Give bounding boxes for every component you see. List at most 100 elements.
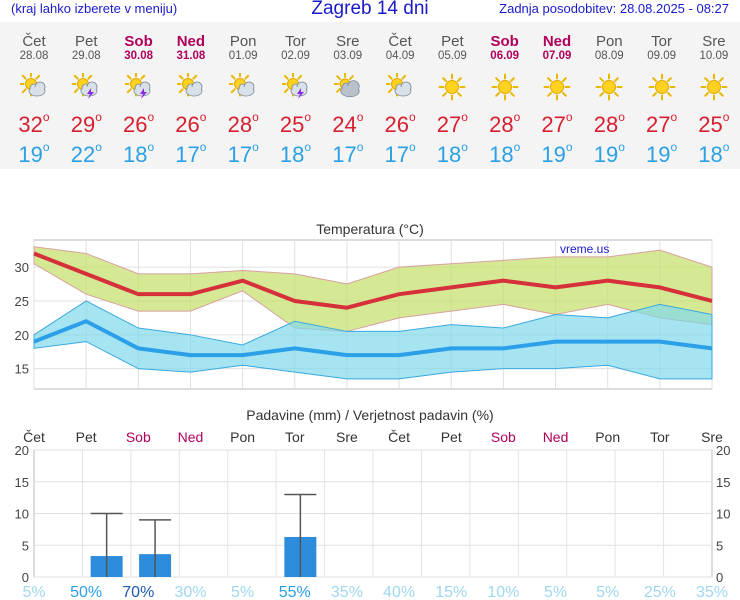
sun-cloud-icon [386, 73, 412, 97]
sun-storm-icon [281, 73, 307, 99]
temp-min: 18o [123, 140, 155, 167]
precipitation-chart-title: Padavine (mm) / Verjetnost padavin (%) [246, 407, 493, 423]
temp-min: 18o [436, 140, 468, 167]
y-tick-label: 0 [22, 570, 29, 585]
day-column: Sob 30.08 26o 18o [113, 22, 165, 168]
day-date: 28.08 [19, 50, 49, 62]
temp-min-value: 17 [175, 142, 200, 167]
precip-probability: 30% [174, 584, 206, 600]
x-tick-label: Pon [595, 429, 620, 445]
day-column: Pon 01.09 28o 17o [217, 22, 269, 168]
x-tick-label: Sob [491, 429, 516, 445]
temp-min-value: 18 [489, 142, 514, 167]
y-tick-label: 15 [15, 475, 29, 490]
day-name: Pet [441, 33, 464, 50]
x-tick-label: Tor [650, 429, 670, 445]
precip-probability: 35% [696, 584, 728, 600]
temperature-chart-title: Temperatura (°C) [316, 221, 424, 237]
temp-max-value: 28 [227, 112, 253, 137]
x-tick-label: Pon [230, 429, 255, 445]
day-name: Ned [542, 33, 572, 50]
day-name: Čet [388, 33, 412, 50]
temp-max-value: 28 [489, 112, 514, 137]
temp-max: 27o [541, 110, 573, 137]
temp-min-value: 18 [123, 142, 148, 167]
day-column: Sob 06.09 28o 18o [479, 22, 531, 168]
day-name: Pet [75, 33, 98, 50]
temp-max-value: 26 [384, 112, 409, 137]
temp-min: 22o [70, 140, 102, 167]
precip-probability: 50% [70, 584, 102, 600]
y-tick-label: 20 [15, 328, 29, 343]
temp-min-value: 19 [646, 142, 671, 167]
y-tick-label: 25 [15, 294, 29, 309]
temp-max-value: 24 [332, 112, 357, 137]
temp-max: 28o [227, 110, 259, 137]
day-column: Čet 04.09 26o 17o [374, 22, 426, 168]
temp-min: 19o [593, 140, 625, 167]
day-column: Ned 07.09 27o 19o [531, 22, 583, 168]
temp-max-value: 29 [70, 112, 96, 137]
precip-probability: 15% [435, 584, 467, 600]
sun-cloud-icon [176, 73, 203, 97]
y-tick-label: 30 [15, 260, 29, 275]
precip-probability: 35% [331, 584, 363, 600]
day-column: Pet 29.08 29o 22o [60, 22, 112, 168]
x-tick-label: Sob [126, 429, 151, 445]
day-column: Ned 31.08 26o 17o [165, 22, 217, 168]
temp-min-line [33, 319, 713, 358]
temp-min-value: 17 [227, 142, 253, 167]
sun-icon [438, 73, 466, 101]
temp-max-value: 25 [698, 112, 723, 137]
temp-min: 17o [175, 140, 207, 167]
precip-probability: 5% [596, 584, 619, 600]
day-column: Tor 09.09 27o 19o [636, 22, 688, 168]
temp-min-value: 18 [698, 142, 723, 167]
location-hint[interactable]: (kraj lahko izberete v meniju) [11, 1, 178, 16]
temp-min: 19o [646, 140, 678, 167]
day-date: 01.09 [228, 50, 258, 62]
watermark: vreme.us [560, 242, 609, 256]
temp-min-value: 19 [541, 142, 566, 167]
temp-max-value: 25 [279, 112, 305, 137]
day-name: Sre [336, 33, 360, 50]
x-tick-label: Sre [701, 429, 723, 445]
x-tick-label: Pet [441, 429, 462, 445]
precip-probability: 5% [22, 584, 45, 600]
day-column: Pon 08.09 28o 19o [583, 22, 635, 168]
precip-probability: 10% [487, 584, 519, 600]
precip-probability: 5% [231, 584, 254, 600]
day-date: 29.08 [71, 50, 101, 62]
day-date: 31.08 [176, 50, 206, 62]
day-name: Sob [124, 33, 153, 50]
temp-max: 28o [593, 110, 625, 137]
day-column: Sre 10.09 25o 18o [688, 22, 740, 168]
temp-max: 28o [489, 110, 521, 137]
x-tick-label: Čet [23, 429, 45, 445]
sun-icon [491, 73, 519, 101]
day-column: Sre 03.09 24o 17o [322, 22, 374, 168]
precipitation-chart: Padavine (mm) / Verjetnost padavin (%) Če… [15, 407, 731, 600]
y-tick-label-right: 15 [716, 475, 730, 490]
day-column: Pet 05.09 27o 18o [426, 22, 478, 168]
temp-min: 18o [279, 140, 312, 167]
day-name: Čet [22, 33, 46, 50]
x-tick-label: Ned [178, 429, 204, 445]
day-date: 05.09 [438, 50, 467, 62]
precip-probability: 70% [122, 584, 154, 600]
temp-min-value: 22 [70, 142, 96, 167]
day-name: Tor [285, 33, 306, 50]
temp-max: 27o [646, 110, 678, 137]
temp-min: 18o [489, 140, 521, 167]
cloud-icon [333, 73, 360, 98]
y-tick-label-right: 20 [716, 443, 730, 458]
x-tick-label: Sre [336, 429, 358, 445]
y-tick-label-right: 0 [716, 570, 723, 585]
temp-max: 32o [18, 110, 50, 137]
sun-icon [595, 73, 623, 101]
temp-max: 29o [70, 110, 102, 137]
temp-max: 26o [175, 110, 207, 137]
last-updated: Zadnja posodobitev: 28.08.2025 - 08:27 [499, 1, 729, 16]
precip-probability: 25% [644, 584, 676, 600]
day-name: Sre [702, 33, 726, 50]
